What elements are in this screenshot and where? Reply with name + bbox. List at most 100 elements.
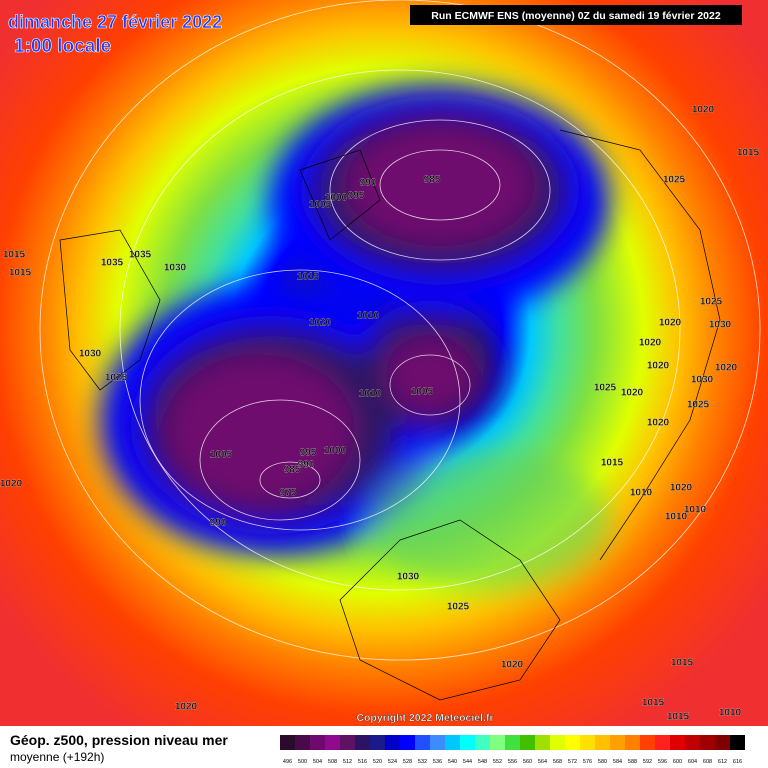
run-box (410, 5, 742, 25)
colorbar-label: 568 (553, 759, 562, 765)
colorbar-label: 500 (298, 759, 307, 765)
colorbar-swatch (355, 735, 370, 750)
colorbar-label: 532 (418, 759, 427, 765)
isobar-label: 1010 (665, 512, 688, 523)
date: dimanche 27 février 2022 (8, 12, 222, 32)
isobar-label: 990 (360, 178, 377, 189)
isobar-label: 1030 (709, 320, 732, 331)
colorbar-swatch (370, 735, 385, 750)
colorbar-swatch (625, 735, 640, 750)
isobars (39, 0, 761, 661)
colorbar-swatch (655, 735, 670, 750)
isobar-label: 985 (284, 465, 301, 476)
colorbar-swatch (715, 735, 730, 750)
isobar-label: 1030 (397, 572, 420, 583)
isobar-label: 1025 (105, 373, 128, 384)
colorbar-swatch (430, 735, 445, 750)
colorbar-label: 524 (388, 759, 397, 765)
colorbar-swatch (610, 735, 625, 750)
colorbar-label: 508 (328, 759, 337, 765)
footer-subtitle: moyenne (+192h) (10, 750, 104, 764)
colorbar-swatch (415, 735, 430, 750)
colorbar-label: 592 (643, 759, 652, 765)
colorbar-label: 564 (538, 759, 547, 765)
isobar-label: 990 (298, 460, 315, 471)
colorbar-label: 612 (718, 759, 727, 765)
colorbar-swatch (535, 735, 550, 750)
colorbar-swatch (700, 735, 715, 750)
isobar-label: 1000 (325, 193, 348, 204)
colorbar-label: 616 (733, 759, 742, 765)
colorbar-label: 600 (673, 759, 682, 765)
colorbar-label: 604 (688, 759, 697, 765)
isobar-label: 985 (424, 175, 441, 186)
isobar-label: 1020 (692, 105, 715, 116)
colorbar-swatch (580, 735, 595, 750)
colorbar-label: 516 (358, 759, 367, 765)
isobar-label: 995 (348, 191, 365, 202)
isobar-label: 1025 (663, 175, 686, 186)
colorbar-swatch (460, 735, 475, 750)
colorbar-label: 536 (433, 759, 442, 765)
colorbar-label: 540 (448, 759, 457, 765)
colorbar-swatch (340, 735, 355, 750)
colorbar-swatch (385, 735, 400, 750)
isobar-label: 1015 (671, 658, 694, 669)
colorbar-swatch (400, 735, 415, 750)
isobar-label: 1020 (647, 361, 670, 372)
footer-title: Géop. z500, pression niveau mer (10, 732, 228, 748)
colorbar-swatch (730, 735, 745, 750)
colorbar-swatch (520, 735, 535, 750)
isobar-label: 1005 (309, 200, 332, 211)
colorbar-label: 576 (583, 759, 592, 765)
colorbar-label: 588 (628, 759, 637, 765)
isobar-label: 1000 (324, 446, 347, 457)
colorbar-label: 544 (463, 759, 472, 765)
isobar-label: 975 (280, 488, 297, 499)
isobar-label: 1020 (670, 483, 693, 494)
colorbar-label: 556 (508, 759, 517, 765)
isobar-label: 1010 (719, 708, 742, 719)
isobar-label: 1025 (687, 400, 710, 411)
colorbar-swatch (595, 735, 610, 750)
isobar-label: 1020 (501, 660, 524, 671)
isobar-label: 1025 (447, 602, 470, 613)
isobar-label: 1010 (357, 311, 380, 322)
colorbar-swatch (490, 735, 505, 750)
isobar-label: 1035 (101, 258, 124, 269)
colorbar-label: 548 (478, 759, 487, 765)
colorbar-swatch (505, 735, 520, 750)
colorbar-label: 504 (313, 759, 322, 765)
colorbar-label: 512 (343, 759, 352, 765)
isobar-label: 1005 (210, 450, 233, 461)
colorbar-swatch (310, 735, 325, 750)
isobar-label: 1020 (0, 479, 23, 490)
isobar-label: 1020 (659, 318, 682, 329)
isobar-label: 1015 (737, 148, 760, 159)
run-info: Run ECMWF ENS (moyenne) 0Z du samedi 19 … (431, 10, 721, 22)
isobar-label: 1005 (411, 387, 434, 398)
colorbar-label: 496 (283, 759, 292, 765)
isobar-label: 1010 (630, 488, 653, 499)
colorbar-swatch (640, 735, 655, 750)
isobar-label: 1020 (309, 318, 332, 329)
time: 1:00 locale (14, 36, 111, 57)
colorbar-label: 596 (658, 759, 667, 765)
coastlines (59, 129, 721, 701)
colorbar-label: 572 (568, 759, 577, 765)
isobar-label: 1015 (642, 698, 665, 709)
colorbar-label: 584 (613, 759, 622, 765)
colorbar-swatch (685, 735, 700, 750)
isobar-label: 1015 (297, 272, 320, 283)
isobar-label: 1015 (3, 250, 26, 261)
isobar-label: 1030 (691, 375, 714, 386)
colorbar-label: 560 (523, 759, 532, 765)
colorbar: 496 500 504 508 512 516 520 524 528 532 536 540 544 5… (280, 735, 745, 765)
colorbar-swatch (565, 735, 580, 750)
colorbar-swatch (280, 735, 295, 750)
isobar-label: 1010 (684, 505, 707, 516)
colorbar-label: 608 (703, 759, 712, 765)
isobar-label: 1030 (79, 349, 102, 360)
colorbar-swatch (325, 735, 340, 750)
